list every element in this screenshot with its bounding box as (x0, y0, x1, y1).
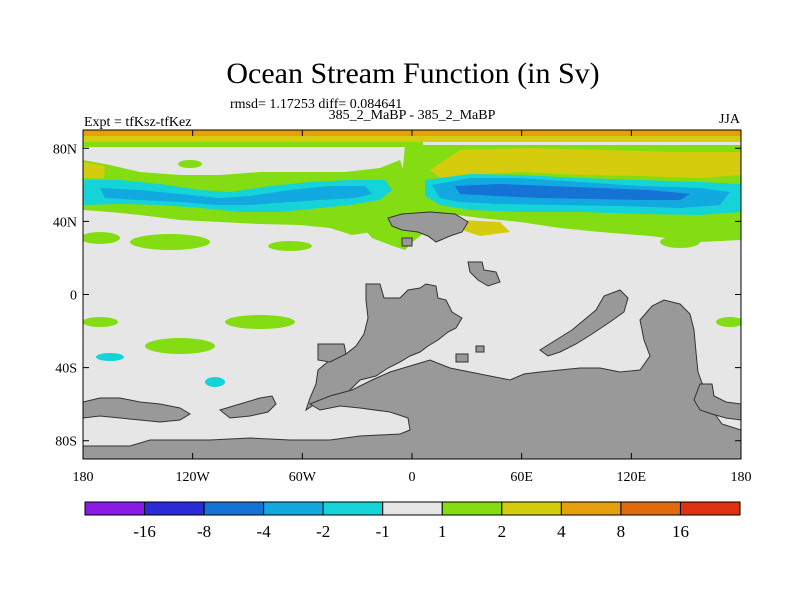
land-antarctic-west (83, 397, 191, 423)
land-sa-patch (317, 343, 347, 363)
land-europe (387, 211, 469, 243)
tropical-green-3 (145, 338, 215, 354)
y-tick-label: 80S (55, 435, 77, 450)
land-masses (83, 211, 741, 459)
colorbar-label: 16 (672, 522, 689, 541)
colorbar-swatch (322, 501, 384, 516)
colorbar-swatch (263, 501, 324, 516)
land-small-island-2 (467, 261, 501, 287)
y-tick-label: 80N (53, 142, 77, 157)
land-antarctic-patch (218, 395, 277, 419)
colorbar-swatch (679, 501, 741, 516)
north-atlantic-deep-blue (455, 184, 690, 200)
tropical-green-1 (83, 317, 118, 327)
x-axis: 180 120W 60W 0 60E 120E 180 (73, 130, 752, 485)
colorbar-label: 4 (557, 522, 566, 541)
eurasia-yellow-patch (460, 220, 510, 236)
x-tick-label: 0 (409, 470, 416, 485)
land-small-island-3 (475, 345, 485, 353)
x-tick-label: 180 (73, 470, 94, 485)
colorbar-swatch (501, 501, 562, 516)
green-patch-2 (130, 234, 210, 250)
y-axis: 80N 40N 0 40S 80S (53, 142, 741, 450)
season-label: JJA (719, 112, 741, 127)
colorbar-label: -1 (376, 522, 390, 541)
colorbar-swatch (144, 501, 205, 516)
y-tick-label: 40S (55, 362, 77, 377)
land-small-patch (455, 353, 469, 363)
x-tick-label: 60W (289, 470, 317, 485)
stream-function-field (83, 130, 741, 459)
land-east-edge (693, 383, 741, 421)
land-india (539, 289, 629, 357)
chart-title: Ocean Stream Function (in Sv) (226, 57, 599, 90)
colorbar-swatch (382, 501, 443, 516)
colorbar-label: -4 (257, 522, 272, 541)
colorbar-swatch (441, 501, 503, 516)
x-tick-label: 120E (617, 470, 647, 485)
experiment-label: Expt = tfKsz-tfKez (84, 115, 191, 130)
land-small-island (401, 237, 413, 247)
y-tick-label: 0 (70, 289, 77, 304)
tropical-green-2 (225, 315, 295, 329)
colorbar-label: 2 (498, 522, 507, 541)
colorbar-label: 1 (438, 522, 447, 541)
colorbar: -16 -8 -4 -2 -1 1 2 4 8 16 (84, 501, 741, 541)
north-pacific-yellow-west (83, 162, 105, 178)
colorbar-label: -8 (197, 522, 211, 541)
south-cyan-1 (96, 353, 124, 361)
eurasia-green-patch (660, 236, 700, 248)
north-atlantic-yellow (430, 148, 741, 178)
south-cyan-2 (205, 377, 225, 387)
green-patch-3 (268, 241, 312, 251)
green-patch-4 (178, 160, 202, 168)
colorbar-label: -16 (133, 522, 156, 541)
chart-subtitle: rmsd= 1.17253 diff= 0.084641 (230, 97, 402, 112)
green-patch-1 (83, 232, 120, 244)
colorbar-swatch (560, 501, 622, 516)
arctic-green-band (83, 142, 423, 147)
y-tick-label: 40N (53, 215, 77, 230)
colorbar-swatch (620, 501, 681, 516)
x-tick-label: 180 (731, 470, 752, 485)
north-pacific-blue (100, 186, 372, 205)
colorbar-swatch (203, 501, 265, 516)
x-tick-label: 60E (510, 470, 533, 485)
x-tick-label: 120W (176, 470, 211, 485)
tropical-green-4 (716, 317, 741, 327)
colorbar-label: 8 (617, 522, 626, 541)
colorbar-label: -2 (316, 522, 330, 541)
arctic-yellow-band (83, 136, 741, 142)
case-label: 385_2_MaBP - 385_2_MaBP (329, 108, 496, 123)
colorbar-swatch (84, 501, 146, 516)
